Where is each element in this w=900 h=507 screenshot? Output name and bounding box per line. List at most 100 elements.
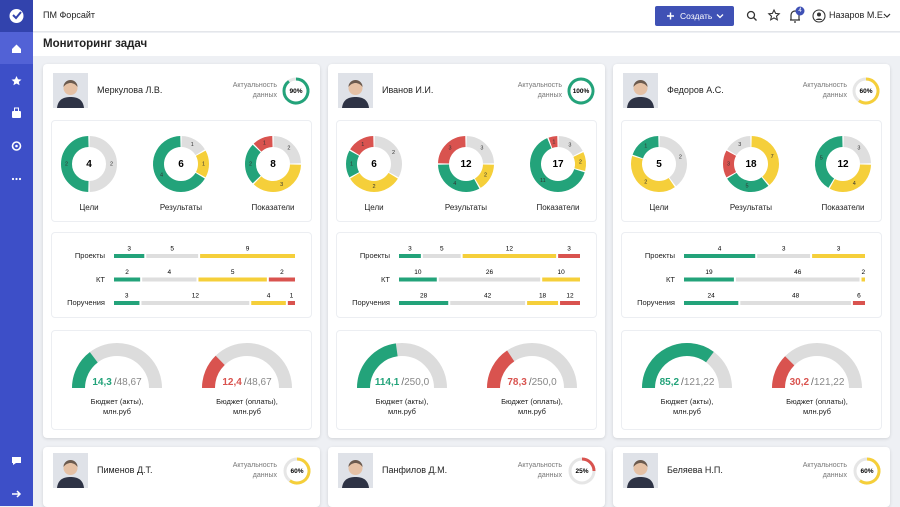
- donut-segment: [273, 136, 301, 164]
- actuality-value: 100%: [573, 88, 590, 95]
- bar-segment-label: 5: [231, 269, 235, 276]
- donut-segment-label: 2: [249, 161, 252, 167]
- bar-segment-label: 10: [557, 269, 565, 276]
- donut-segment: [548, 136, 558, 149]
- page-title: Мониторинг задач: [43, 38, 148, 50]
- bar-segment-label: 2: [280, 269, 284, 276]
- bar-segment: [684, 301, 739, 305]
- donut-segment: [843, 136, 871, 164]
- bar-segment-label: 10: [414, 269, 422, 276]
- actuality-ring: [858, 77, 880, 105]
- donut-title: Результаты: [444, 203, 488, 212]
- avatar-head: [348, 461, 363, 475]
- person-card: 60% 2 2 1 5 7 5 3 3 18 3 4 5 12 4 3 3 19 46 2 24 48 6 85,2/121,…: [613, 64, 890, 438]
- donut-panel: [621, 120, 882, 222]
- donut-segment-label: 2: [392, 150, 395, 156]
- donut-segment-label: 1: [644, 143, 647, 149]
- user-icon[interactable]: [812, 9, 826, 23]
- create-button[interactable]: Создать: [655, 6, 734, 26]
- app-title: ПМ Форсайт: [43, 10, 95, 20]
- gauge-text: 78,3/250,0: [507, 377, 557, 388]
- gauge-value: [487, 350, 515, 389]
- avatar-head: [63, 81, 78, 95]
- bar-segment: [114, 301, 140, 305]
- gauge-amount: 85,2: [660, 377, 680, 388]
- donut-segment: [350, 172, 398, 192]
- gauge-value: [72, 352, 98, 389]
- user-chevron: [883, 13, 891, 18]
- donut-segment-label: 3: [280, 182, 283, 188]
- gauge-amount: 78,3: [507, 377, 527, 388]
- avatar-body: [342, 97, 369, 108]
- gauge-total: 48,67: [117, 377, 142, 388]
- gauge-separator: /: [811, 377, 814, 388]
- donut-segment-label: 11: [540, 178, 546, 184]
- actuality-ring: [289, 457, 311, 485]
- nav-bottom[interactable]: [0, 450, 33, 506]
- nav-icons[interactable]: [0, 64, 33, 234]
- avatar-head: [633, 81, 648, 95]
- donut-segment: [61, 136, 89, 192]
- bar-segment-label: 12: [566, 293, 574, 300]
- donut-total: 4: [86, 159, 92, 170]
- donut-total: 17: [552, 159, 564, 170]
- avatar-hair: [63, 460, 78, 467]
- budget-title: Бюджет (акты), млн.руб: [90, 397, 144, 416]
- bar-segment: [757, 254, 811, 258]
- bar-segment: [450, 301, 526, 305]
- bar-title: КТ: [381, 274, 390, 284]
- bar-segment: [558, 254, 580, 258]
- donut-segment: [727, 172, 769, 192]
- logo-icon: [9, 9, 24, 23]
- bar-segment-label: 42: [484, 293, 492, 300]
- user-name[interactable]: Назаров М.Е.: [829, 10, 886, 20]
- donut-segment-label: 2: [65, 161, 68, 167]
- donut-segment: [815, 136, 843, 188]
- donut-segment-label: 3: [449, 146, 452, 152]
- logo: [0, 0, 33, 32]
- donut-title: Показатели: [251, 203, 295, 212]
- donut-title: Результаты: [159, 203, 203, 212]
- donut-total: 6: [178, 159, 184, 170]
- donut-total: 8: [270, 159, 276, 170]
- donut-segment-label: 3: [727, 161, 730, 167]
- donut-segment: [829, 164, 871, 192]
- donut-panel: [51, 120, 312, 222]
- bar-segment: [684, 277, 734, 282]
- bar-segment-label: 19: [705, 269, 713, 276]
- bar-segment-label: 46: [794, 269, 802, 276]
- donut-segment: [253, 164, 301, 192]
- bar-segment: [268, 277, 295, 282]
- bar-segment: [198, 277, 267, 282]
- donut-segment-label: 4: [160, 173, 163, 179]
- create-icons: [667, 12, 724, 20]
- gauge-text: 114,1/250,0: [375, 377, 430, 388]
- actuality-value: 60%: [290, 468, 303, 475]
- gauge-text: 14,3/48,67: [92, 377, 142, 388]
- bar-title: Поручения: [67, 298, 105, 307]
- budget-title: Бюджет (оплаты), млн.руб: [786, 397, 848, 416]
- gauge-text: 30,2/121,22: [790, 377, 845, 388]
- donut-segment-label: 3: [738, 142, 741, 148]
- donut-segment: [346, 150, 360, 178]
- bar-segment: [399, 254, 421, 258]
- gauge-amount: 30,2: [790, 377, 810, 388]
- bar-segment: [114, 254, 145, 258]
- budget-title: Бюджет (оплаты), млн.руб: [216, 397, 278, 416]
- bar-segment: [740, 301, 851, 305]
- nav-home[interactable]: [0, 32, 33, 64]
- person-card: 90% 2 2 4 1 1 4 6 2 3 2 1 8 3 5 9 2 4 5 2 3 12 4 1 14,3/48,67 12,…: [43, 64, 320, 438]
- donut-segment: [438, 164, 480, 192]
- bar-segment-label: 4: [718, 246, 722, 253]
- actuality-caption: Актуальность данных: [232, 462, 277, 479]
- donut-segment: [438, 136, 466, 164]
- bar-segment: [812, 254, 865, 258]
- bar-title: Проекты: [644, 251, 675, 260]
- gauge-amount: 14,3: [92, 377, 112, 388]
- donut-segment-label: 3: [568, 142, 571, 148]
- bar-segment: [200, 254, 295, 258]
- gauge-separator: /: [244, 377, 247, 388]
- top-icons[interactable]: [743, 6, 823, 26]
